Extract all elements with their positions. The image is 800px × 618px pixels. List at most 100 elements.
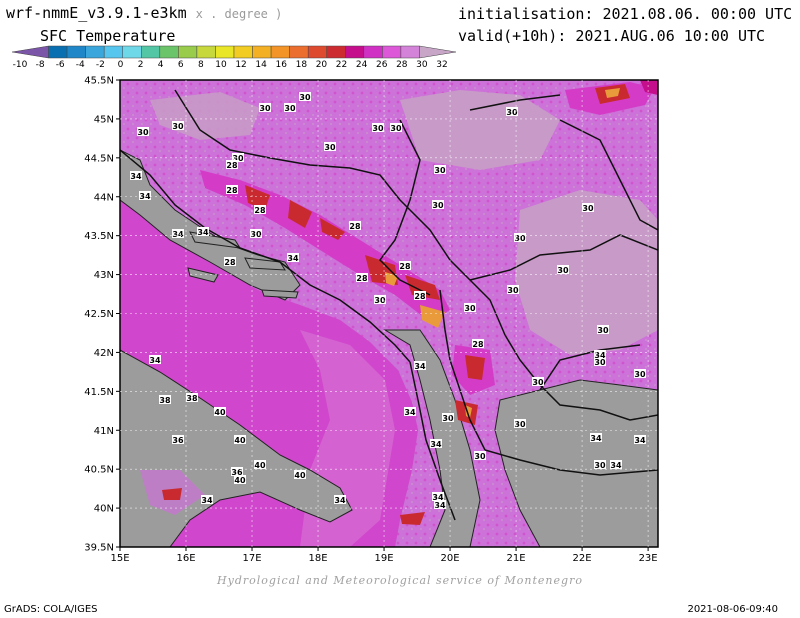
svg-text:30: 30 xyxy=(374,296,386,305)
lat-tick-label: 45N xyxy=(94,114,114,125)
svg-text:40: 40 xyxy=(254,461,266,470)
svg-text:38: 38 xyxy=(186,394,198,403)
svg-text:34: 34 xyxy=(634,436,646,445)
contour-label: 30 xyxy=(390,123,402,133)
svg-text:40: 40 xyxy=(214,408,226,417)
contour-label: 34 xyxy=(594,350,606,360)
svg-text:30: 30 xyxy=(507,286,519,295)
lon-tick-label: 22E xyxy=(573,553,592,564)
contour-label: 30 xyxy=(464,303,476,313)
svg-text:30: 30 xyxy=(324,143,336,152)
country-borders xyxy=(120,89,658,521)
contour-label: 30 xyxy=(557,265,569,275)
contour-label: 28 xyxy=(414,291,426,301)
contour-label: 34 xyxy=(130,171,142,181)
svg-text:30: 30 xyxy=(390,124,402,133)
svg-text:28: 28 xyxy=(226,161,238,170)
contour-label: 30 xyxy=(284,103,296,113)
svg-text:34: 34 xyxy=(197,228,209,237)
contour-label: 30 xyxy=(582,203,594,213)
contour-label: 38 xyxy=(186,393,198,403)
svg-text:28: 28 xyxy=(254,206,266,215)
lon-tick-label: 16E xyxy=(176,553,195,564)
model-title: wrf-nmmE_v3.9.1-e3km x . degree ) xyxy=(6,4,282,22)
contour-label: 34 xyxy=(434,500,446,510)
contour-label: 30 xyxy=(442,413,454,423)
lat-tick-label: 42.5N xyxy=(84,309,114,320)
svg-text:34: 34 xyxy=(434,501,446,510)
contour-label: 34 xyxy=(634,435,646,445)
svg-text:30: 30 xyxy=(597,326,609,335)
contour-label: 30 xyxy=(374,295,386,305)
contour-label: 30 xyxy=(594,460,606,470)
timestamp: 2021-08-06-09:40 xyxy=(687,604,778,615)
svg-text:30: 30 xyxy=(299,93,311,102)
contour-label: 28 xyxy=(226,160,238,170)
svg-text:34: 34 xyxy=(430,440,442,449)
valid-time: valid(+10h): 2021.AUG.06 10:00 UTC xyxy=(458,27,766,45)
svg-text:30: 30 xyxy=(582,204,594,213)
contour-label: 38 xyxy=(159,395,171,405)
contour-label: 28 xyxy=(349,221,361,231)
svg-text:34: 34 xyxy=(594,351,606,360)
svg-text:30: 30 xyxy=(434,166,446,175)
contour-label: 30 xyxy=(299,92,311,102)
svg-text:30: 30 xyxy=(594,461,606,470)
field-title: SFC Temperature xyxy=(40,27,176,45)
island xyxy=(187,267,219,283)
lat-tick-label: 44N xyxy=(94,192,114,203)
contour-label: 34 xyxy=(430,439,442,449)
lat-tick-label: 41.5N xyxy=(84,387,114,398)
svg-text:30: 30 xyxy=(250,230,262,239)
contour-label: 34 xyxy=(139,191,151,201)
svg-text:40: 40 xyxy=(234,436,246,445)
lat-tick-label: 43N xyxy=(94,270,114,281)
svg-text:28: 28 xyxy=(414,292,426,301)
lat-tick-label: 45.5N xyxy=(84,76,114,87)
svg-text:30: 30 xyxy=(474,452,486,461)
contour-label: 30 xyxy=(474,451,486,461)
contour-label: 34 xyxy=(197,227,209,237)
svg-text:34: 34 xyxy=(414,362,426,371)
contour-label: 34 xyxy=(149,355,161,365)
svg-text:30: 30 xyxy=(172,122,184,131)
lon-tick-label: 15E xyxy=(110,553,129,564)
svg-text:30: 30 xyxy=(137,128,149,137)
svg-text:30: 30 xyxy=(432,201,444,210)
contour-label: 30 xyxy=(432,200,444,210)
contour-label: 34 xyxy=(432,492,444,502)
svg-text:34: 34 xyxy=(172,230,184,239)
lat-tick-label: 40.5N xyxy=(84,465,114,476)
albania-coast xyxy=(383,329,481,547)
lat-tick-label: 39.5N xyxy=(84,543,114,554)
svg-text:28: 28 xyxy=(226,186,238,195)
svg-text:30: 30 xyxy=(372,124,384,133)
svg-text:30: 30 xyxy=(514,420,526,429)
contour-label: 36 xyxy=(231,467,243,477)
credit-line: Hydrological and Meteorological service … xyxy=(217,574,583,587)
svg-text:38: 38 xyxy=(159,396,171,405)
svg-text:28: 28 xyxy=(356,274,368,283)
northern-light xyxy=(400,90,560,170)
longitude-axis: 15E 16E 17E 18E 19E 20E 21E 22E 23E xyxy=(110,547,658,564)
svg-text:34: 34 xyxy=(201,496,213,505)
island xyxy=(244,257,286,271)
svg-text:36: 36 xyxy=(172,436,184,445)
contour-label: 34 xyxy=(201,495,213,505)
svg-text:30: 30 xyxy=(232,154,244,163)
contour-label: 40 xyxy=(214,407,226,417)
contour-label: 28 xyxy=(399,261,411,271)
grads-label: GrADS: COLA/IGES xyxy=(4,604,98,615)
initialisation-time: initialisation: 2021.08.06. 00:00 UTC xyxy=(458,5,793,23)
contour-label: 34 xyxy=(590,433,602,443)
units-label: x . degree ) xyxy=(195,7,283,21)
svg-text:36: 36 xyxy=(231,468,243,477)
lat-tick-label: 40N xyxy=(94,504,114,515)
lat-tick-label: 43.5N xyxy=(84,231,114,242)
contour-label: 30 xyxy=(532,377,544,387)
contour-label: 36 xyxy=(172,435,184,445)
contour-label: 34 xyxy=(287,253,299,263)
eastern-region xyxy=(494,379,658,547)
contour-label: 30 xyxy=(250,229,262,239)
